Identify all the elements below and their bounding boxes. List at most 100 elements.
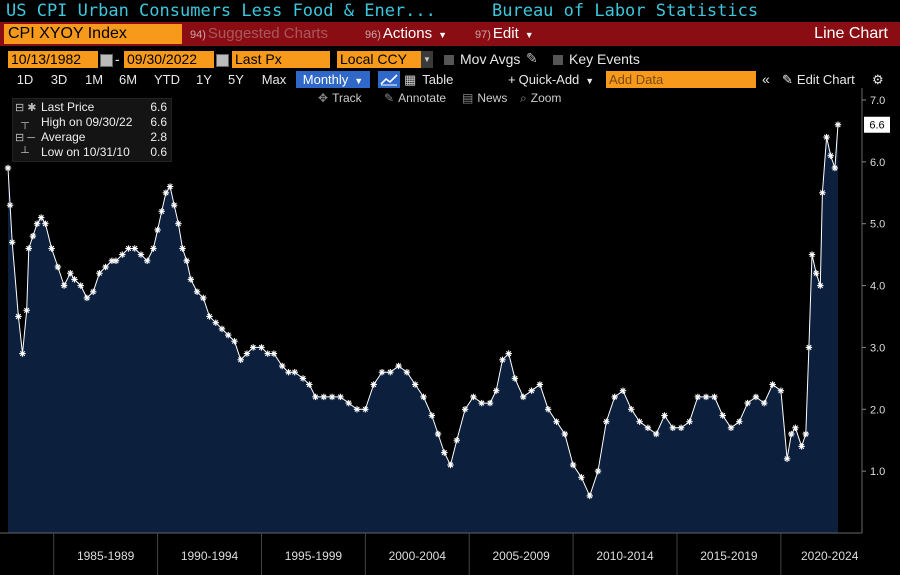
quick-add-button[interactable]: + Quick-Add ▼: [508, 71, 594, 88]
data-point[interactable]: [831, 164, 839, 172]
range-ytd[interactable]: YTD: [154, 72, 180, 87]
data-point[interactable]: [817, 282, 824, 289]
data-point[interactable]: [38, 214, 45, 221]
data-point[interactable]: [71, 276, 78, 283]
data-point[interactable]: [60, 282, 68, 289]
data-point[interactable]: [395, 362, 402, 370]
edit-chart-button[interactable]: ✎ Edit Chart: [782, 71, 855, 88]
data-point[interactable]: [611, 393, 618, 401]
data-point[interactable]: [125, 245, 132, 252]
data-point[interactable]: [171, 202, 178, 209]
range-3d[interactable]: 3D: [50, 72, 68, 87]
data-point[interactable]: [711, 393, 718, 401]
data-point[interactable]: [752, 393, 760, 401]
data-point[interactable]: [470, 393, 477, 401]
data-point[interactable]: [370, 381, 377, 388]
data-point[interactable]: [603, 418, 610, 425]
data-point[interactable]: [736, 418, 743, 425]
zoom-tool[interactable]: ⌕ Zoom: [520, 90, 561, 106]
data-point[interactable]: [362, 406, 369, 413]
start-calendar-icon[interactable]: [100, 54, 113, 67]
data-point[interactable]: [200, 294, 207, 302]
data-point[interactable]: [250, 344, 257, 351]
data-point[interactable]: [702, 393, 710, 401]
data-point[interactable]: [677, 424, 685, 431]
data-point[interactable]: [231, 338, 238, 345]
data-point[interactable]: [486, 399, 494, 407]
data-point[interactable]: [42, 220, 49, 227]
chart-canvas[interactable]: 1.0 2.0 3.0 4.0 5.0 6.0 7.0 1985-1989 1990-1994…: [0, 88, 900, 575]
data-point[interactable]: [306, 381, 313, 388]
data-point[interactable]: [179, 245, 186, 252]
data-point[interactable]: [805, 344, 813, 351]
data-point[interactable]: [19, 350, 26, 357]
data-point[interactable]: [447, 461, 454, 469]
data-point[interactable]: [137, 251, 145, 258]
data-point[interactable]: [345, 399, 352, 407]
data-point[interactable]: [4, 164, 12, 172]
data-point[interactable]: [819, 189, 826, 196]
price-field-select[interactable]: Last Px: [232, 51, 330, 68]
pencil-icon[interactable]: ✎: [526, 50, 538, 66]
ticker-input[interactable]: CPI XYOY Index: [4, 24, 182, 44]
data-point[interactable]: [798, 443, 805, 450]
currency-select[interactable]: Local CCY: [337, 51, 421, 68]
annotate-tool[interactable]: ✎ Annotate: [384, 90, 446, 106]
data-point[interactable]: [225, 331, 232, 339]
data-point[interactable]: [628, 406, 635, 413]
data-point[interactable]: [337, 393, 344, 401]
data-point[interactable]: [83, 294, 91, 302]
data-point[interactable]: [279, 362, 286, 370]
data-point[interactable]: [669, 424, 676, 431]
data-point[interactable]: [428, 412, 435, 419]
data-point[interactable]: [783, 455, 791, 462]
data-point[interactable]: [478, 399, 485, 407]
range-5y[interactable]: 5Y: [228, 72, 244, 87]
data-point[interactable]: [545, 406, 552, 413]
data-point[interactable]: [90, 288, 97, 295]
data-point[interactable]: [6, 202, 14, 209]
edit-menu[interactable]: 97) Edit ▼: [475, 22, 534, 46]
range-max[interactable]: Max: [261, 72, 287, 87]
data-point[interactable]: [403, 369, 411, 376]
data-point[interactable]: [320, 393, 327, 401]
data-point[interactable]: [561, 430, 568, 438]
data-point[interactable]: [243, 350, 251, 357]
collapse-icon[interactable]: «: [762, 71, 770, 87]
data-point[interactable]: [827, 152, 834, 159]
data-point[interactable]: [112, 257, 120, 264]
data-point[interactable]: [493, 387, 500, 394]
data-point[interactable]: [193, 288, 201, 295]
data-point[interactable]: [520, 393, 527, 401]
data-point[interactable]: [206, 313, 213, 320]
data-point[interactable]: [434, 430, 442, 438]
data-point[interactable]: [67, 270, 74, 277]
data-point[interactable]: [769, 381, 776, 388]
data-point[interactable]: [77, 282, 84, 289]
data-point[interactable]: [312, 393, 319, 401]
data-point[interactable]: [788, 430, 795, 438]
data-point[interactable]: [187, 276, 194, 283]
data-point[interactable]: [175, 220, 182, 227]
data-point[interactable]: [505, 350, 512, 357]
data-point[interactable]: [586, 492, 593, 500]
data-point[interactable]: [218, 325, 226, 333]
data-point[interactable]: [461, 406, 469, 413]
data-point[interactable]: [813, 270, 820, 277]
data-point[interactable]: [212, 319, 219, 326]
data-point[interactable]: [420, 393, 427, 401]
data-point[interactable]: [499, 356, 506, 363]
data-point[interactable]: [353, 406, 361, 413]
data-point[interactable]: [792, 424, 799, 431]
start-date-field[interactable]: 10/13/1982: [8, 51, 98, 68]
data-point[interactable]: [511, 375, 519, 382]
line-chart-icon[interactable]: [378, 71, 400, 88]
data-point[interactable]: [102, 263, 109, 271]
data-point[interactable]: [727, 424, 735, 431]
data-point[interactable]: [9, 239, 16, 246]
currency-dropdown-icon[interactable]: ▼: [421, 51, 433, 68]
key-events-checkbox[interactable]: [553, 55, 563, 65]
range-6m[interactable]: 6M: [118, 72, 138, 87]
data-point[interactable]: [285, 369, 292, 376]
data-point[interactable]: [441, 449, 448, 456]
